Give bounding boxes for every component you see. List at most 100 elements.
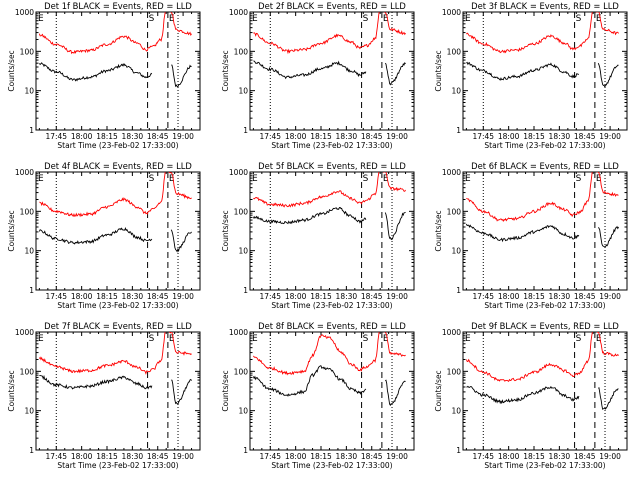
event-flag-label: S [576, 334, 582, 344]
plot-frame [249, 171, 415, 291]
y-axis-label: Counts/sec [434, 370, 443, 411]
y-tick-label: 100 [20, 367, 35, 376]
y-axis-label: Counts/sec [7, 370, 16, 411]
y-tick-label: 100 [447, 207, 462, 216]
event-flag-label: S [363, 14, 369, 24]
y-tick-label: 100 [234, 367, 249, 376]
y-tick-label: 10 [451, 247, 461, 256]
event-flag-label: E [383, 14, 389, 24]
event-flag-label: E [169, 14, 175, 24]
events-series-line [171, 378, 192, 405]
y-tick-label: 100 [20, 207, 35, 216]
x-tick-label: 18:15 [310, 132, 332, 141]
y-tick-label: 1 [456, 446, 461, 455]
x-tick-label: 17:45 [259, 292, 281, 301]
plot-frame [35, 11, 201, 131]
plot-frame [462, 171, 628, 291]
plot-frame [35, 171, 201, 291]
event-flag-label: E [38, 174, 44, 184]
x-axis-label: Start Time (23-Feb-02 17:33:00) [484, 301, 605, 310]
panel-title: Det 6f BLACK = Events, RED = LLD [471, 161, 619, 171]
plot-frame [249, 11, 415, 131]
y-tick-label: 10 [238, 407, 248, 416]
x-tick-label: 18:30 [122, 452, 144, 461]
x-axis-label: Start Time (23-Feb-02 17:33:00) [271, 141, 392, 150]
x-tick-label: 18:00 [285, 452, 307, 461]
panel-title: Det 7f BLACK = Events, RED = LLD [44, 321, 192, 331]
x-tick-label: 18:30 [336, 132, 358, 141]
series-group [253, 12, 406, 86]
y-tick-label: 10 [24, 407, 34, 416]
event-flag-label: S [149, 334, 155, 344]
events-series-line [171, 64, 192, 88]
x-tick-label: 18:00 [71, 452, 93, 461]
x-tick-label: 18:00 [285, 132, 307, 141]
plot-frame [249, 331, 415, 451]
lld-series-line [253, 12, 406, 55]
events-series-line [384, 211, 406, 241]
events-series-line [253, 60, 367, 80]
x-tick-label: 18:45 [574, 132, 596, 141]
x-tick-label: 18:15 [96, 132, 118, 141]
events-series-line [597, 63, 619, 89]
y-tick-label: 100 [20, 47, 35, 56]
y-tick-label: 1000 [442, 328, 461, 337]
y-axis-label: Counts/sec [221, 50, 230, 91]
event-flag-label: E [169, 334, 175, 344]
x-tick-label: 18:30 [336, 452, 358, 461]
x-axis-label: Start Time (23-Feb-02 17:33:00) [271, 461, 392, 470]
lld-series-line [39, 172, 192, 218]
x-tick-label: 18:45 [361, 452, 383, 461]
x-tick-label: 17:45 [472, 292, 494, 301]
x-axis-label: Start Time (23-Feb-02 17:33:00) [57, 141, 178, 150]
x-tick-label: 18:45 [361, 292, 383, 301]
lld-series-line [253, 172, 406, 208]
y-axis-label: Counts/sec [434, 210, 443, 251]
series-group [252, 332, 406, 407]
x-tick-label: 18:00 [498, 132, 520, 141]
y-tick-label: 1000 [442, 8, 461, 17]
panel-title: Det 4f BLACK = Events, RED = LLD [44, 161, 192, 171]
x-tick-label: 17:45 [472, 132, 494, 141]
series-group [38, 12, 192, 88]
events-series-line [39, 62, 153, 82]
lld-series-line [253, 332, 406, 376]
y-tick-label: 1 [29, 446, 34, 455]
y-tick-label: 100 [447, 47, 462, 56]
events-series-line [597, 225, 619, 248]
x-tick-label: 18:15 [96, 452, 118, 461]
y-tick-label: 10 [24, 87, 34, 96]
y-tick-label: 1 [243, 126, 248, 135]
x-tick-label: 18:30 [122, 292, 144, 301]
x-tick-label: 18:45 [574, 452, 596, 461]
events-series-line [384, 61, 406, 86]
y-tick-label: 10 [451, 407, 461, 416]
x-tick-label: 19:00 [386, 132, 408, 141]
y-tick-label: 100 [234, 207, 249, 216]
y-tick-label: 100 [234, 47, 249, 56]
event-flag-label: S [363, 334, 369, 344]
x-tick-label: 19:00 [599, 292, 621, 301]
x-tick-label: 18:30 [549, 452, 571, 461]
y-tick-label: 1 [243, 286, 248, 295]
x-tick-label: 18:00 [498, 292, 520, 301]
event-flag-label: E [465, 14, 471, 24]
event-flag-label: S [149, 14, 155, 24]
y-tick-label: 1000 [15, 328, 34, 337]
event-flag-label: S [149, 174, 155, 184]
y-tick-label: 1 [29, 126, 34, 135]
x-axis-label: Start Time (23-Feb-02 17:33:00) [271, 301, 392, 310]
x-axis-label: Start Time (23-Feb-02 17:33:00) [484, 461, 605, 470]
x-tick-label: 17:45 [45, 452, 67, 461]
x-tick-label: 18:30 [549, 132, 571, 141]
detector-panel-6: Det 6f BLACK = Events, RED = LLD 1 10 100 10… [434, 161, 628, 310]
x-tick-label: 17:45 [45, 132, 67, 141]
panel-title: Det 5f BLACK = Events, RED = LLD [258, 161, 406, 171]
x-tick-label: 19:00 [386, 292, 408, 301]
x-tick-label: 18:00 [498, 452, 520, 461]
y-tick-label: 1000 [229, 8, 248, 17]
x-tick-label: 19:00 [172, 292, 194, 301]
events-series-line [385, 379, 406, 407]
x-tick-label: 18:45 [147, 452, 169, 461]
